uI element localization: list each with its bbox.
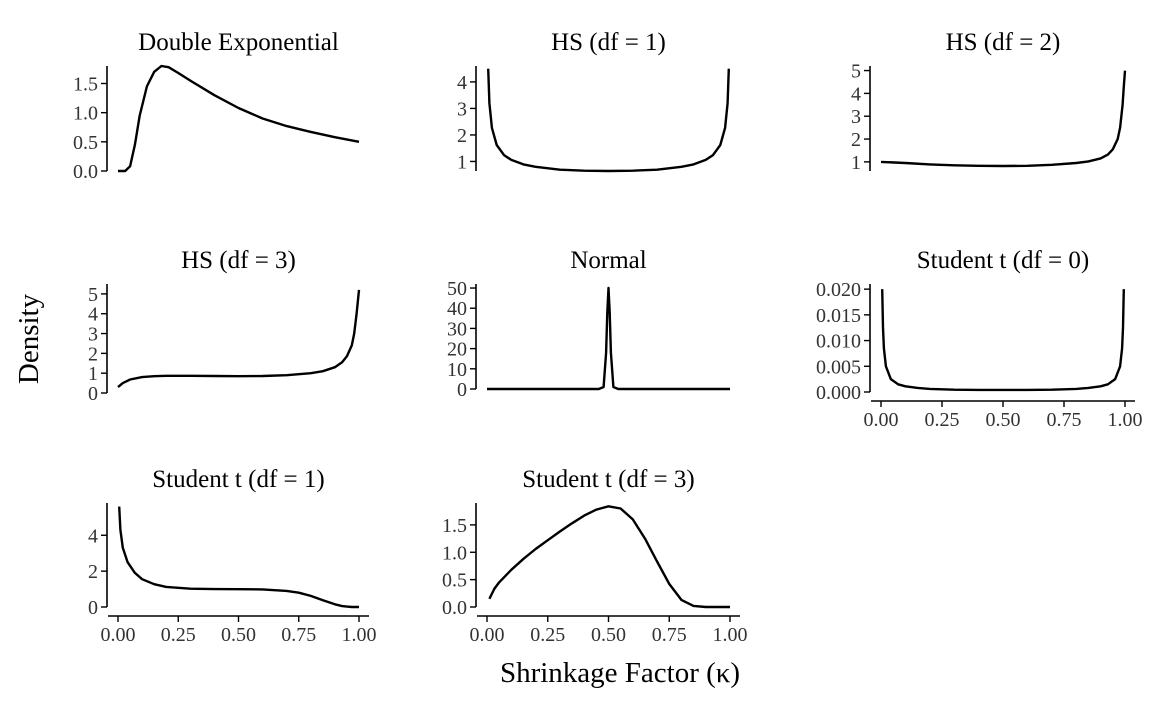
density-curve: [117, 289, 361, 389]
panel-title: Student t (df = 1): [152, 466, 324, 493]
x-tick-label: 0.75: [281, 624, 316, 646]
x-tick-label: 0.50: [986, 409, 1021, 431]
y-tick-label: 40: [447, 298, 467, 320]
panel-title: HS (df = 1): [551, 29, 666, 56]
y-tick-label: 4: [457, 72, 467, 94]
y-tick-label: 1.5: [73, 74, 98, 96]
y-tick-label: 0.0: [73, 161, 98, 183]
y-tick-label: 2: [457, 125, 467, 147]
y-tick-label: 0: [457, 379, 467, 401]
x-tick-label: 0.00: [101, 624, 136, 646]
y-tick-label: 0.5: [442, 570, 467, 592]
y-tick-label: 3: [88, 324, 98, 346]
density-curve: [880, 70, 1127, 168]
y-tick-label: 5: [88, 284, 98, 306]
x-tick-label: 0.00: [470, 624, 505, 646]
x-tick-label: 0.25: [925, 409, 960, 431]
y-tick-label: 0.005: [816, 356, 861, 378]
y-tick-label: 3: [457, 98, 467, 120]
y-tick-label: 2: [88, 561, 98, 583]
y-tick-label: 1: [88, 363, 98, 385]
panel-2: HS (df = 1) 1 2 3 4: [457, 29, 730, 173]
panel-7: Student t (df = 1) 0 2 4 0.00 0.25 0.50 0.75 1.0…: [88, 466, 377, 646]
x-tick-label: 0.50: [591, 624, 626, 646]
x-tick-label: 0.25: [530, 624, 565, 646]
y-tick-label: 30: [447, 318, 467, 340]
y-tick-label: 2: [88, 343, 98, 365]
y-tick-label: 0.015: [816, 305, 861, 327]
x-tick-label: 0.75: [652, 624, 687, 646]
y-tick-label: 0.0: [442, 597, 467, 619]
y-tick-label: 0.5: [73, 132, 98, 154]
x-tick-label: 0.50: [221, 624, 256, 646]
density-curve: [881, 289, 1125, 392]
x-tick-label: 0.75: [1047, 409, 1082, 431]
y-tick-label: 1: [851, 152, 861, 174]
y-tick-label: 50: [447, 278, 467, 300]
y-tick-label: 2: [851, 129, 861, 151]
x-tick-label: 1.00: [342, 624, 377, 646]
density-curve: [488, 505, 730, 609]
x-tick-label: 0.00: [864, 409, 899, 431]
panel-6: Student t (df = 0) 0.000 0.005 0.010 0.015 0.…: [816, 247, 1143, 431]
panel-title: Double Exponential: [138, 29, 339, 56]
y-tick-label: 5: [851, 61, 861, 83]
x-axis-title: Shrinkage Factor (κ): [500, 657, 740, 689]
y-tick-label: 0.020: [816, 279, 861, 301]
density-curve: [487, 286, 730, 391]
y-tick-label: 0: [88, 597, 98, 619]
y-tick-label: 10: [447, 359, 467, 381]
y-tick-label: 1.0: [73, 103, 98, 125]
density-curve: [118, 64, 360, 173]
panel-title: Normal: [570, 247, 646, 274]
y-tick-label: 1.5: [442, 515, 467, 537]
y-tick-label: 3: [851, 106, 861, 128]
x-tick-label: 1.00: [1108, 409, 1143, 431]
y-tick-label: 0: [88, 383, 98, 405]
panel-1: Double Exponential 0.0 0.5 1.0 1.5: [73, 29, 360, 183]
panel-title: HS (df = 2): [946, 29, 1061, 56]
panel-8: Student t (df = 3) 0.0 0.5 1.0 1.5 0.00 0.25 0.…: [442, 466, 748, 646]
chart-panels: Double Exponential 0.0 0.5 1.0 1.5 HS (df = 1…: [73, 29, 1143, 646]
x-tick-label: 0.25: [161, 624, 196, 646]
y-tick-label: 4: [851, 83, 861, 105]
panel-title: Student t (df = 3): [522, 466, 694, 493]
y-tick-label: 4: [88, 525, 98, 547]
panel-title: Student t (df = 0): [917, 247, 1089, 274]
y-axis-title: Density: [13, 293, 45, 384]
y-tick-label: 4: [88, 304, 98, 326]
y-tick-label: 1: [457, 151, 467, 173]
x-tick-label: 1.00: [713, 624, 748, 646]
panel-title: HS (df = 3): [181, 247, 296, 274]
y-tick-label: 1.0: [442, 542, 467, 564]
density-curve: [487, 68, 730, 173]
y-tick-label: 0.000: [816, 382, 861, 404]
density-curve: [118, 506, 359, 609]
y-tick-label: 20: [447, 339, 467, 361]
y-tick-label: 0.010: [816, 331, 861, 353]
